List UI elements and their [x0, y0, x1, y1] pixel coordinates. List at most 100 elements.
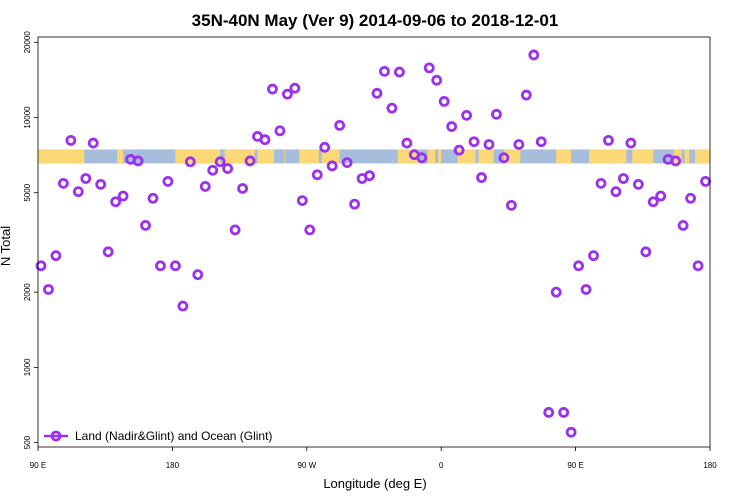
data-point: [588, 250, 599, 262]
data-point: [603, 134, 614, 146]
x-tick-label: 90 E: [567, 461, 583, 470]
data-point: [349, 198, 360, 210]
chart-title: 35N-40N May (Ver 9) 2014-09-06 to 2018-1…: [192, 11, 559, 30]
data-point: [670, 155, 682, 167]
data-point: [117, 190, 129, 202]
data-point: [304, 224, 316, 236]
land-segment: [257, 149, 274, 164]
y-axis: 500 1000 2000 5000 10000 20000: [23, 31, 38, 449]
data-point: [655, 190, 667, 202]
data-point: [326, 160, 338, 172]
data-point: [237, 183, 248, 194]
data-point: [50, 250, 62, 262]
data-point: [423, 62, 435, 74]
data-point: [550, 286, 562, 298]
data-point: [573, 260, 584, 272]
data-point: [110, 196, 122, 208]
data-point: [685, 192, 696, 204]
data-point: [95, 178, 107, 190]
data-point: [647, 196, 659, 208]
land-segment: [427, 149, 436, 164]
data-point: [468, 136, 480, 148]
data-point: [543, 407, 555, 418]
data-points: [35, 49, 711, 438]
data-point: [155, 260, 166, 272]
data-point: [207, 164, 219, 176]
data-point: [199, 180, 211, 192]
land-segment: [284, 149, 286, 164]
data-point: [491, 108, 502, 120]
data-point: [177, 300, 189, 312]
data-point: [311, 169, 323, 181]
land-segment: [299, 149, 319, 164]
x-tick-label: 0: [439, 461, 444, 470]
data-point: [57, 177, 69, 189]
data-point: [147, 192, 159, 204]
data-point: [43, 284, 54, 295]
x-tick-label: 90 W: [297, 461, 316, 470]
data-point: [640, 246, 652, 258]
data-point: [677, 219, 689, 231]
data-point: [617, 173, 629, 184]
y-tick-label: 500: [23, 435, 32, 449]
data-point: [505, 199, 517, 211]
y-axis-label: N Total: [0, 226, 13, 266]
land-segment: [478, 149, 494, 164]
y-tick-label: 20000: [23, 31, 32, 54]
data-point: [446, 121, 458, 132]
land-segment: [684, 149, 690, 164]
legend-marker: [50, 430, 62, 442]
land-segment: [175, 149, 221, 164]
data-point: [580, 284, 592, 295]
data-point: [132, 155, 144, 167]
data-point: [565, 426, 577, 438]
data-point: [267, 83, 278, 95]
data-point: [393, 66, 405, 78]
land-segment: [632, 149, 654, 164]
data-point: [214, 156, 226, 168]
data-point: [222, 163, 234, 174]
land-segment: [438, 149, 442, 164]
y-tick-label: 5000: [23, 183, 32, 201]
land-segment: [117, 149, 124, 164]
data-point: [341, 157, 353, 168]
data-point: [498, 152, 510, 164]
data-point: [431, 74, 443, 86]
land-segment: [695, 149, 710, 164]
data-point: [692, 260, 704, 272]
data-point: [595, 177, 607, 189]
land-segment: [457, 149, 476, 164]
x-axis: 90 E 180 90 W 0 90 E 180: [30, 447, 717, 470]
plot-frame: [37, 36, 711, 448]
y-tick-label: 2000: [23, 283, 32, 301]
data-point: [102, 246, 114, 258]
data-point: [192, 269, 204, 281]
data-point: [483, 139, 495, 150]
data-point: [476, 172, 487, 183]
data-point: [87, 137, 99, 149]
data-point: [535, 136, 547, 148]
x-tick-label: 180: [703, 461, 717, 470]
y-tick-label: 10000: [23, 106, 32, 129]
data-point: [169, 260, 181, 272]
data-point: [461, 109, 472, 121]
data-point: [259, 134, 271, 146]
data-point: [296, 195, 308, 206]
y-tick-label: 1000: [23, 358, 32, 376]
data-point: [513, 139, 525, 150]
data-point: [632, 178, 644, 190]
data-point: [72, 186, 84, 198]
land-segment: [321, 149, 340, 164]
data-point: [610, 186, 622, 198]
data-point: [386, 102, 398, 114]
data-point: [453, 144, 465, 156]
land-segment: [556, 149, 572, 164]
x-axis-label: Longitude (deg E): [323, 476, 426, 491]
data-point: [162, 175, 174, 187]
data-point: [319, 141, 331, 153]
x-tick-label: 180: [166, 461, 180, 470]
data-point: [289, 82, 301, 94]
data-point: [35, 260, 47, 272]
data-point: [401, 137, 413, 149]
